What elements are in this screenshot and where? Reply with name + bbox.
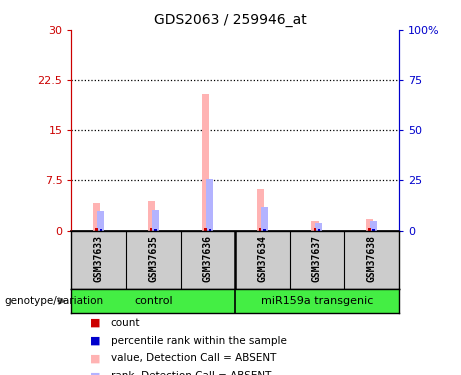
Bar: [372, 229, 375, 231]
Bar: [93, 202, 100, 231]
Text: genotype/variation: genotype/variation: [5, 296, 104, 306]
Bar: [154, 229, 157, 231]
Text: ■: ■: [90, 372, 100, 375]
Bar: [263, 229, 266, 231]
Bar: [370, 220, 377, 231]
Bar: [312, 220, 319, 231]
Text: ■: ■: [90, 318, 100, 327]
Bar: [202, 93, 209, 231]
Bar: [257, 189, 264, 231]
Text: GDS2063 / 259946_at: GDS2063 / 259946_at: [154, 13, 307, 27]
Bar: [150, 228, 152, 231]
Text: ■: ■: [90, 354, 100, 363]
Text: GSM37633: GSM37633: [94, 235, 104, 282]
Bar: [368, 228, 371, 231]
Bar: [209, 229, 211, 231]
Bar: [148, 201, 155, 231]
Text: GSM37636: GSM37636: [203, 235, 213, 282]
Bar: [259, 228, 261, 231]
Bar: [204, 228, 207, 231]
Text: percentile rank within the sample: percentile rank within the sample: [111, 336, 287, 345]
Bar: [313, 228, 316, 231]
Text: GSM37635: GSM37635: [148, 235, 158, 282]
Bar: [152, 210, 159, 231]
Text: control: control: [134, 296, 172, 306]
Bar: [318, 229, 320, 231]
Bar: [95, 228, 98, 231]
Bar: [206, 180, 213, 231]
Text: count: count: [111, 318, 140, 327]
Bar: [261, 207, 268, 231]
Text: value, Detection Call = ABSENT: value, Detection Call = ABSENT: [111, 354, 276, 363]
Text: miR159a transgenic: miR159a transgenic: [261, 296, 373, 306]
Bar: [100, 229, 102, 231]
Bar: [97, 211, 104, 231]
Text: GSM37634: GSM37634: [257, 235, 267, 282]
Bar: [366, 219, 373, 231]
Bar: [315, 223, 322, 231]
Text: ■: ■: [90, 336, 100, 345]
Text: rank, Detection Call = ABSENT: rank, Detection Call = ABSENT: [111, 372, 271, 375]
Text: GSM37638: GSM37638: [366, 235, 377, 282]
Text: GSM37637: GSM37637: [312, 235, 322, 282]
